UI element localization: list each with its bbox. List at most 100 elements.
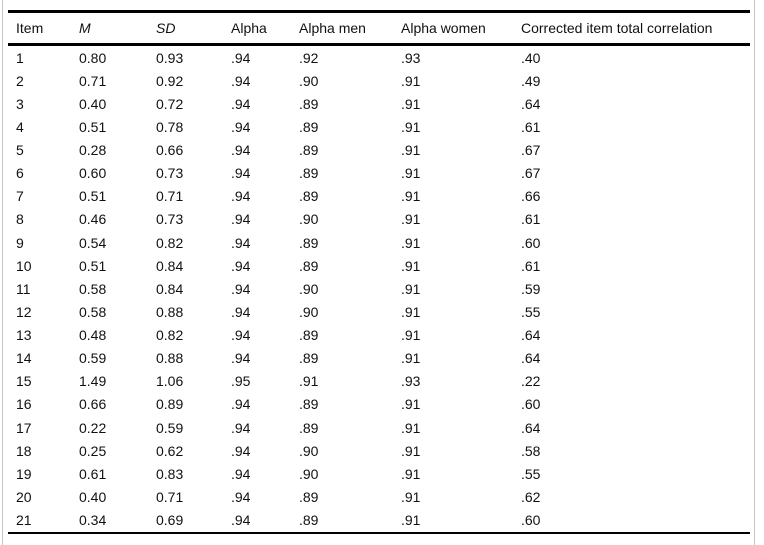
cell-sd: 0.62 (156, 442, 184, 459)
cell-alpha_women: .91 (401, 72, 421, 89)
cell-item: 15 (16, 373, 32, 390)
item-statistics-table: Item M SD Alpha Alpha men Alpha women Correcte… (8, 10, 750, 534)
cell-alpha: .94 (231, 327, 251, 344)
cell-alpha_women: .91 (401, 327, 421, 344)
cell-corrected_item_total_correlation: .60 (521, 396, 541, 413)
cell-alpha: .94 (231, 257, 251, 274)
cell-alpha_men: .89 (299, 118, 319, 135)
cell-corrected_item_total_correlation: .67 (521, 142, 541, 159)
table-body: 1 0.80 0.93 .94 .92 .93 .40 2 0.71 0.92 .94 .90 .91.… (8, 45, 750, 533)
cell-alpha_men: .89 (299, 95, 319, 112)
cell-m: 0.58 (79, 303, 107, 320)
cell-m: 0.59 (79, 350, 107, 367)
table-row: 9 0.54 0.82 .94 .89 .91 .60 (8, 231, 750, 254)
cell-sd: 0.89 (156, 396, 184, 413)
table-row: 11 0.58 0.84 .94 .90 .91 .59 (8, 277, 750, 300)
cell-item: 4 (16, 118, 24, 135)
cell-sd: 0.73 (156, 165, 184, 182)
column-header-alpha_men: Alpha men (299, 11, 401, 46)
cell-sd: 0.66 (156, 142, 184, 159)
cell-item: 10 (16, 257, 32, 274)
cell-item: 8 (16, 211, 24, 228)
table-row: 20 0.40 0.71 .94 .89 .91 .62 (8, 485, 750, 508)
cell-alpha: .94 (231, 442, 251, 459)
column-header-alpha: Alpha (231, 11, 299, 46)
table-row: 2 0.71 0.92 .94 .90 .91 .49 (8, 69, 750, 92)
cell-alpha_men: .89 (299, 396, 319, 413)
table-header: Item M SD Alpha Alpha men Alpha women Correcte… (8, 11, 750, 46)
column-header-item: Item (8, 11, 79, 46)
cell-m: 0.25 (79, 442, 107, 459)
cell-sd: 0.92 (156, 72, 184, 89)
cell-alpha_women: .93 (401, 373, 421, 390)
cell-corrected_item_total_correlation: .64 (521, 95, 541, 112)
table-row: 15 1.49 1.06 .95 .91 .93 .22 (8, 370, 750, 393)
cell-alpha_men: .89 (299, 165, 319, 182)
cell-corrected_item_total_correlation: .60 (521, 512, 541, 529)
cell-m: 0.54 (79, 234, 107, 251)
cell-alpha_women: .91 (401, 188, 421, 205)
cell-sd: 0.83 (156, 465, 184, 482)
cell-m: 0.40 (79, 488, 107, 505)
cell-item: 16 (16, 396, 32, 413)
cell-alpha_men: .90 (299, 211, 319, 228)
table-row: 17 0.22 0.59 .94 .89 .91 .64 (8, 416, 750, 439)
cell-alpha_women: .91 (401, 257, 421, 274)
table-row: 19 0.61 0.83 .94 .90 .91 .55 (8, 462, 750, 485)
cell-alpha_men: .89 (299, 142, 319, 159)
cell-corrected_item_total_correlation: .61 (521, 118, 541, 135)
cell-alpha_women: .91 (401, 303, 421, 320)
cell-sd: 0.73 (156, 211, 184, 228)
cell-item: 19 (16, 465, 32, 482)
cell-sd: 1.06 (156, 373, 184, 390)
cell-alpha: .94 (231, 118, 251, 135)
cell-corrected_item_total_correlation: .40 (521, 49, 541, 66)
cell-item: 7 (16, 188, 24, 205)
table-row: 4 0.51 0.78 .94 .89 .91 .61 (8, 115, 750, 138)
cell-alpha_men: .90 (299, 442, 319, 459)
cell-alpha_men: .90 (299, 280, 319, 297)
cell-m: 0.51 (79, 188, 107, 205)
table-row: 1 0.80 0.93 .94 .92 .93 .40 (8, 45, 750, 70)
cell-corrected_item_total_correlation: .59 (521, 280, 541, 297)
cell-sd: 0.59 (156, 419, 184, 436)
cell-alpha: .94 (231, 350, 251, 367)
cell-alpha_women: .93 (401, 49, 421, 66)
table-row: 7 0.51 0.71 .94 .89 .91 .66 (8, 185, 750, 208)
cell-alpha_men: .90 (299, 465, 319, 482)
cell-sd: 0.78 (156, 118, 184, 135)
cell-alpha_men: .89 (299, 257, 319, 274)
cell-corrected_item_total_correlation: .61 (521, 211, 541, 228)
cell-alpha: .94 (231, 95, 251, 112)
cell-alpha_women: .91 (401, 419, 421, 436)
cell-alpha_women: .91 (401, 396, 421, 413)
cell-corrected_item_total_correlation: .22 (521, 373, 541, 390)
cell-alpha: .94 (231, 142, 251, 159)
table-row: 6 0.60 0.73 .94 .89 .91 .67 (8, 162, 750, 185)
cell-item: 5 (16, 142, 24, 159)
cell-alpha_women: .91 (401, 211, 421, 228)
cell-item: 20 (16, 488, 32, 505)
cell-alpha: .94 (231, 488, 251, 505)
cell-alpha: .94 (231, 419, 251, 436)
cell-alpha: .94 (231, 211, 251, 228)
table-row: 10 0.51 0.84 .94 .89 .91 .61 (8, 254, 750, 277)
cell-alpha_women: .91 (401, 465, 421, 482)
cell-alpha: .94 (231, 234, 251, 251)
header-row: Item M SD Alpha Alpha men Alpha women Correcte… (8, 11, 750, 46)
cell-corrected_item_total_correlation: .60 (521, 234, 541, 251)
cell-sd: 0.82 (156, 327, 184, 344)
cell-corrected_item_total_correlation: .62 (521, 488, 541, 505)
table-row: 8 0.46 0.73 .94 .90 .91 .61 (8, 208, 750, 231)
cell-sd: 0.84 (156, 257, 184, 274)
table-row: 12 0.58 0.88 .94 .90 .91 .55 (8, 300, 750, 323)
column-header-corrected_item_total_correlation: Corrected item total correlation (521, 11, 750, 46)
cell-alpha: .94 (231, 280, 251, 297)
cell-sd: 0.69 (156, 512, 184, 529)
table-row: 3 0.40 0.72 .94 .89 .91 .64 (8, 92, 750, 115)
cell-m: 0.48 (79, 327, 107, 344)
cell-m: 1.49 (79, 373, 107, 390)
cell-m: 0.60 (79, 165, 107, 182)
cell-sd: 0.88 (156, 303, 184, 320)
